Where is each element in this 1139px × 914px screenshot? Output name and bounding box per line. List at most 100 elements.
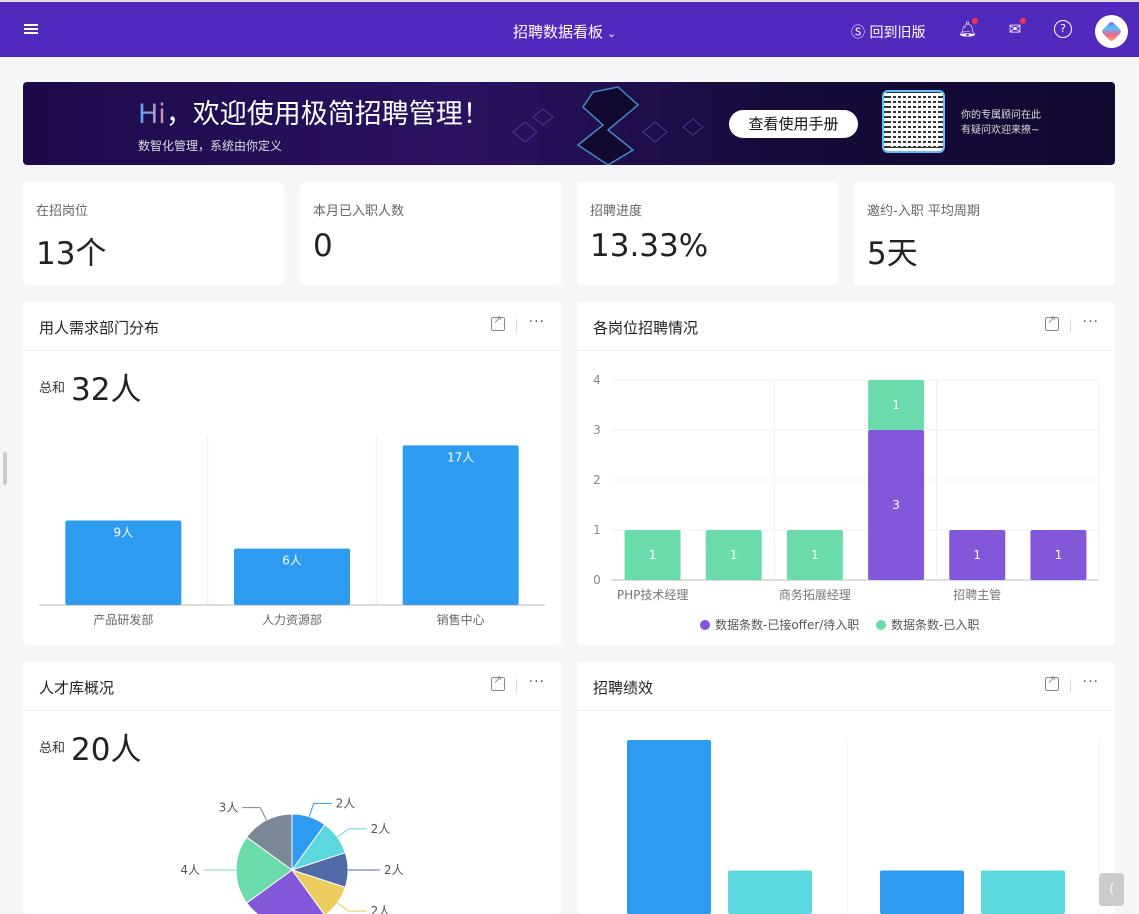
bar-segment [624, 530, 681, 580]
stat-value: 13个 [36, 236, 107, 272]
open-external-icon[interactable] [1045, 673, 1059, 691]
banner-illustration [512, 86, 704, 165]
welcome-banner: Hi，欢迎使用极简招聘管理！ 数智化管理，系统由你定义 查看使用手册 你的专属顾… [23, 82, 1115, 165]
panel-header: 用人需求部门分布 ··· [23, 302, 561, 351]
pie-leader-line [308, 802, 332, 817]
y-tick-label: 2 [593, 473, 601, 487]
top-bar: 招聘数据看板 ⌄ Ⓢ 回到旧版 🔔︎ ✉︎ ? [0, 0, 1139, 57]
bar [627, 740, 711, 914]
data-label: 1 [892, 398, 900, 412]
stat-open-positions[interactable]: 在招岗位 13个 [23, 182, 284, 285]
open-external-icon[interactable] [1045, 313, 1059, 331]
pie-label: 2人 [371, 822, 391, 836]
bar-segment [868, 430, 925, 580]
stat-label: 在招岗位 [36, 204, 89, 219]
divider [1070, 679, 1071, 693]
panel-title: 各岗位招聘情况 [593, 319, 699, 337]
legend-marker [876, 620, 886, 630]
x-tick-label: 招聘主管 [953, 587, 1001, 602]
qr-caption: 你的专属顾问在此 有疑问欢迎来撩~ [961, 108, 1041, 138]
more-icon[interactable]: ··· [1082, 314, 1099, 330]
dashboard-selector[interactable]: 招聘数据看板 ⌄ [513, 21, 616, 42]
panel-header: 各岗位招聘情况 ··· [577, 302, 1115, 351]
data-label: 3 [892, 498, 900, 512]
qr-code [882, 90, 945, 153]
y-tick-label: 4 [593, 373, 601, 387]
collapse-handle[interactable]: ⟨ [1099, 873, 1124, 906]
stat-label: 招聘进度 [590, 204, 643, 219]
pie-label: 2人 [336, 796, 356, 810]
back-to-old-version-button[interactable]: Ⓢ 回到旧版 [851, 22, 925, 42]
x-tick-label: 产品研发部 [93, 612, 153, 627]
pie-leader-line [337, 828, 367, 838]
bar [402, 445, 519, 605]
total-value: 20人 [71, 732, 142, 768]
pie-label: 4人 [180, 863, 200, 877]
pie-label: 2人 [384, 863, 404, 877]
avatar[interactable] [1095, 15, 1128, 48]
chevron-down-icon: ⌄ [607, 27, 617, 40]
y-tick-label: 1 [593, 523, 601, 537]
x-tick-label: 销售中心 [437, 612, 485, 627]
qr-caption-line: 你的专属顾问在此 [961, 110, 1041, 121]
welcome-heading: Hi，欢迎使用极简招聘管理！ [138, 92, 490, 131]
legend-label: 数据条数-已接offer/待入职 [715, 617, 859, 632]
data-label: 1 [973, 548, 981, 562]
more-icon[interactable]: ··· [528, 674, 545, 690]
welcome-text: ，欢迎使用极简招聘管理！ [165, 99, 490, 130]
pie-slice [290, 869, 346, 914]
pie-group: 2人 2人 2人 2人 4人 3人 [180, 796, 404, 914]
stat-average-cycle[interactable]: 邀约-入职 平均周期 5天 [854, 182, 1115, 285]
pie-label: 2人 [371, 904, 391, 914]
panel-title: 招聘绩效 [593, 679, 654, 697]
bar [65, 520, 182, 605]
stat-value: 5天 [867, 236, 918, 272]
data-label: 6人 [282, 554, 302, 568]
pie-slice [245, 869, 325, 914]
panel-talent-pool: 人才库概况 ··· 总和 20人 2人 2人 2人 2人 4人 3人 [23, 662, 561, 914]
panel-position-recruitment: 各岗位招聘情况 ··· 0 1 2 3 4 1 PHP技术经理 1 1 商务拓展经理 3 1 1 招聘主管 1… [577, 302, 1115, 645]
stat-progress[interactable]: 招聘进度 13.33% [577, 182, 838, 285]
open-external-icon[interactable] [491, 313, 505, 331]
divider [516, 319, 517, 333]
view-manual-button[interactable]: 查看使用手册 [729, 110, 858, 138]
data-label: 1 [1055, 548, 1063, 562]
open-external-icon[interactable] [491, 673, 505, 691]
x-tick-label: 人力资源部 [262, 612, 322, 627]
bar [880, 870, 964, 914]
back-old-label: 回到旧版 [869, 25, 926, 41]
stat-hired-this-month[interactable]: 本月已入职人数 0 [300, 182, 561, 285]
menu-icon[interactable] [24, 24, 38, 34]
panel-header: 招聘绩效 ··· [577, 662, 1115, 711]
data-label: 1 [649, 548, 657, 562]
y-tick-label: 3 [593, 423, 601, 437]
more-icon[interactable]: ··· [528, 314, 545, 330]
pie-leader-line [242, 807, 268, 821]
total-value: 32人 [71, 372, 142, 408]
panel-title: 人才库概况 [39, 679, 115, 697]
stat-label: 本月已入职人数 [313, 204, 405, 219]
performance-bar-chart [627, 740, 1100, 914]
data-label: 17人 [447, 450, 474, 464]
legend-label: 数据条数-已入职 [891, 617, 979, 632]
panel-recruitment-performance: 招聘绩效 ··· [577, 662, 1115, 914]
divider [516, 679, 517, 693]
pie-slice [245, 813, 293, 871]
more-icon[interactable]: ··· [1082, 674, 1099, 690]
scrollbar[interactable] [3, 452, 7, 485]
bar-segment [868, 380, 925, 430]
qr-caption-line: 有疑问欢迎来撩~ [961, 125, 1040, 136]
x-tick-label: 商务拓展经理 [779, 587, 851, 602]
bell-icon[interactable]: 🔔︎ [958, 18, 978, 38]
inbox-icon[interactable]: ✉︎ [1006, 18, 1026, 38]
bar-segment [1030, 530, 1087, 580]
panel-header: 人才库概况 ··· [23, 662, 561, 711]
bar-segment [705, 530, 762, 580]
data-label: 1 [811, 548, 819, 562]
bar [234, 548, 350, 605]
help-icon[interactable]: ? [1054, 20, 1072, 38]
bar [728, 870, 812, 914]
x-tick-label: PHP技术经理 [617, 588, 689, 602]
